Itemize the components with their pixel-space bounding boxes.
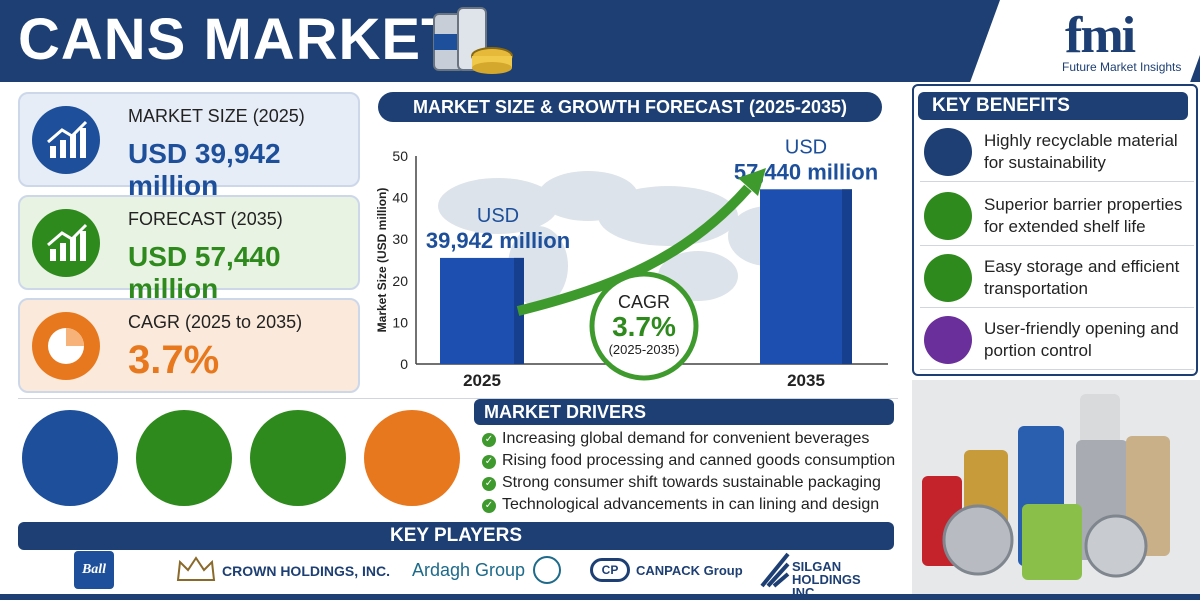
check-icon: ✓ bbox=[482, 433, 496, 447]
driver-item: ✓ Strong consumer shift towards sustainab… bbox=[482, 474, 881, 492]
key-benefits-title: KEY BENEFITS bbox=[918, 92, 1188, 120]
shield-icon bbox=[924, 192, 972, 240]
data-label-currency: USD bbox=[477, 205, 519, 227]
benefit-text: Superior barrier properties for extended… bbox=[984, 195, 1183, 236]
stat-label: FORECAST (2035) bbox=[128, 209, 283, 229]
crown-icon bbox=[176, 556, 216, 581]
footer-bar bbox=[0, 594, 1200, 600]
pie-chart-icon bbox=[32, 312, 100, 380]
ardagh-emblem-icon bbox=[533, 556, 561, 584]
fmi-logo-subtitle: Future Market Insights bbox=[1062, 60, 1182, 74]
y-tick-label: 10 bbox=[392, 314, 408, 330]
can-icon bbox=[924, 316, 972, 364]
y-tick-label: 50 bbox=[392, 148, 408, 164]
benefit-item: Superior barrier properties for extended… bbox=[920, 186, 1194, 246]
stat-value: 3.7% bbox=[128, 338, 220, 382]
benefit-item: User-friendly opening and portion contro… bbox=[920, 310, 1194, 370]
driver-item: ✓ Increasing global demand for convenient… bbox=[482, 430, 869, 448]
player-logo-ball: Ball bbox=[74, 551, 114, 589]
data-label-currency: USD bbox=[785, 136, 827, 158]
check-icon: ✓ bbox=[482, 499, 496, 513]
check-icon: ✓ bbox=[482, 477, 496, 491]
page-title: CANS MARKET bbox=[18, 7, 458, 72]
cagr-badge-value: 3.7% bbox=[612, 311, 676, 342]
cagr-badge-period: (2025-2035) bbox=[609, 342, 680, 357]
x-tick-label: 2025 bbox=[463, 371, 501, 390]
silgan-emblem-icon bbox=[760, 552, 790, 588]
driver-text: Technological advancements in can lining… bbox=[502, 496, 880, 513]
cagr-badge-title: CAGR bbox=[618, 292, 670, 312]
stat-value: USD 39,942 million bbox=[128, 138, 281, 201]
driver-text: Increasing global demand for convenient … bbox=[502, 430, 870, 447]
cans-illustration-icon bbox=[433, 7, 513, 74]
benefit-item: Highly recyclable material for sustainab… bbox=[920, 122, 1194, 182]
cans-product-photo bbox=[912, 380, 1200, 600]
driver-text: Rising food processing and canned goods … bbox=[502, 452, 896, 469]
benefit-item: Easy storage and efficient transportatio… bbox=[920, 248, 1194, 308]
key-benefits-panel bbox=[912, 84, 1198, 376]
stat-label: CAGR (2025 to 2035) bbox=[128, 312, 303, 332]
cagr-badge bbox=[589, 271, 699, 381]
benefit-text: User-friendly opening and portion contro… bbox=[984, 319, 1179, 360]
y-tick-label: 30 bbox=[392, 231, 408, 247]
y-axis-label: Market Size (USD million) bbox=[375, 188, 389, 333]
growth-chart-icon bbox=[32, 106, 100, 174]
check-icon: ✓ bbox=[482, 455, 496, 469]
growth-arrow bbox=[516, 184, 752, 316]
growth-chart-icon bbox=[32, 209, 100, 277]
driver-item: ✓ Rising food processing and canned goods… bbox=[482, 452, 895, 470]
benefit-text: Easy storage and efficient transportatio… bbox=[984, 257, 1180, 298]
bar-2035 bbox=[760, 189, 852, 364]
stat-value: USD 57,440 million bbox=[128, 241, 281, 304]
key-players-title: KEY PLAYERS bbox=[18, 522, 894, 550]
y-tick-label: 20 bbox=[392, 273, 408, 289]
bar-2025 bbox=[440, 257, 524, 364]
canpack-emblem-icon: CP bbox=[590, 558, 630, 582]
x-tick-label: 2035 bbox=[787, 371, 825, 390]
y-tick-label: 0 bbox=[400, 356, 408, 372]
stat-card-market-size: MARKET SIZE (2025) USD 39,942 million bbox=[18, 92, 360, 201]
plate-cutlery-icon bbox=[136, 410, 232, 506]
header-banner: CANS MARKET bbox=[0, 0, 1200, 82]
chart-title: MARKET SIZE & GROWTH FORECAST (2025-2035… bbox=[378, 92, 882, 122]
growth-chart-icon bbox=[22, 410, 118, 506]
player-logo-ardagh: Ardagh Group bbox=[412, 560, 526, 580]
market-size-chart: Market Size (USD million) 0 10 20 30 40 50 202… bbox=[375, 136, 888, 390]
eco-hands-icon bbox=[250, 410, 346, 506]
driver-text: Strong consumer shift towards sustainabl… bbox=[502, 474, 881, 491]
player-logo-silgan: SILGAN HOLDINGS INC. bbox=[792, 559, 861, 600]
player-logo-canpack: CANPACK Group bbox=[636, 563, 743, 578]
bar-shade bbox=[842, 189, 852, 364]
stat-card-forecast: FORECAST (2035) USD 57,440 million bbox=[18, 195, 360, 304]
market-drivers-title: MARKET DRIVERS bbox=[474, 399, 894, 425]
player-logo-crown: CROWN HOLDINGS, INC. bbox=[222, 563, 390, 579]
growth-arrow-head bbox=[738, 168, 766, 196]
benefit-text: Highly recyclable material for sustainab… bbox=[984, 131, 1178, 172]
y-tick-label: 40 bbox=[392, 190, 408, 206]
fmi-logo: fmi bbox=[1065, 7, 1136, 64]
lightbulb-icon bbox=[364, 410, 460, 506]
recycle-icon bbox=[924, 128, 972, 176]
stack-icon bbox=[924, 254, 972, 302]
stat-label: MARKET SIZE (2025) bbox=[128, 106, 305, 126]
driver-item: ✓ Technological advancements in can linin… bbox=[482, 496, 879, 514]
data-label-value: 39,942 million bbox=[426, 228, 570, 253]
stat-card-cagr: CAGR (2025 to 2035) 3.7% bbox=[18, 298, 360, 393]
